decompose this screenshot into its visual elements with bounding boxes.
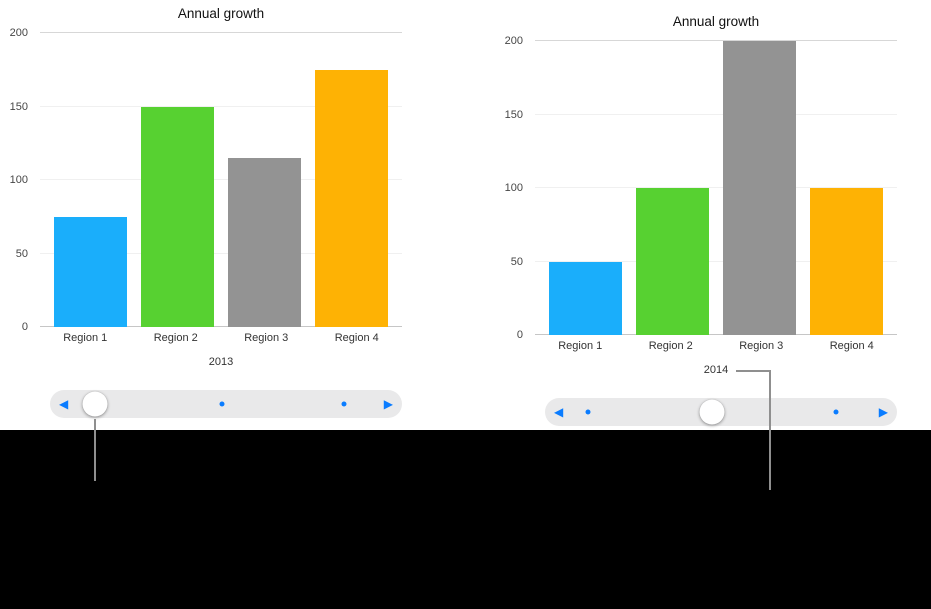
slider-page-dot[interactable] xyxy=(833,409,839,415)
callout-line-year-vertical xyxy=(769,370,771,490)
y-axis: 0 50 100 150 200 xyxy=(0,27,32,333)
plot-area xyxy=(40,32,402,327)
bar-region-2[interactable] xyxy=(140,106,215,327)
slider-knob[interactable] xyxy=(82,391,108,417)
y-tick-label: 100 xyxy=(504,182,523,194)
gridline xyxy=(40,179,402,180)
y-tick-label: 50 xyxy=(15,247,28,260)
callout-line-slider-knob xyxy=(94,419,96,481)
slider-page-dot[interactable] xyxy=(585,409,591,415)
y-tick-label: 150 xyxy=(9,100,28,113)
x-axis-labels: Region 1 Region 2 Region 3 Region 4 xyxy=(40,332,402,344)
callout-line-year-horizontal xyxy=(736,370,771,372)
y-tick-label: 200 xyxy=(504,35,523,47)
gridline xyxy=(40,32,402,33)
slider-next-icon[interactable]: ▶ xyxy=(878,404,888,419)
y-tick-label: 150 xyxy=(504,108,523,121)
plot-area xyxy=(535,40,897,335)
category-label: Region 3 xyxy=(244,332,289,344)
category-label: Region 1 xyxy=(558,340,603,352)
bar-region-1[interactable] xyxy=(548,261,623,335)
bar-slot xyxy=(221,33,308,327)
bar-region-3[interactable] xyxy=(722,41,797,335)
bar-region-4[interactable] xyxy=(314,69,389,327)
chart-title: Annual growth xyxy=(672,14,760,29)
x-axis-title: 2014 xyxy=(703,364,729,376)
category-label: Region 4 xyxy=(829,340,874,352)
y-tick-label: 200 xyxy=(9,27,28,39)
slider-track[interactable] xyxy=(50,390,402,418)
y-tick-label: 100 xyxy=(9,174,28,186)
chart-pager-slider[interactable]: ◀ ▶ xyxy=(545,398,897,426)
gridline xyxy=(535,113,897,115)
bar-slot xyxy=(716,41,803,335)
slider-track[interactable] xyxy=(545,398,897,426)
bars-group xyxy=(535,41,897,335)
bar-slot xyxy=(308,33,395,327)
bar-slot xyxy=(629,41,716,335)
gridline xyxy=(535,260,897,262)
y-tick-label: 50 xyxy=(510,255,523,268)
bar-slot xyxy=(803,41,890,335)
gridline xyxy=(535,40,897,41)
category-label: Region 3 xyxy=(739,340,784,352)
y-tick-label: 0 xyxy=(516,329,523,341)
category-label: Region 1 xyxy=(63,332,108,344)
gridline xyxy=(40,105,402,107)
chart-panel-2014: Annual growth 0 50 100 150 200 Region 1 Regio… xyxy=(495,8,931,428)
bar-slot xyxy=(134,33,221,327)
category-label: Region 2 xyxy=(648,340,693,352)
slider-next-icon[interactable]: ▶ xyxy=(383,396,393,411)
bar-region-2[interactable] xyxy=(635,188,710,335)
bar-region-1[interactable] xyxy=(53,216,128,327)
slider-prev-icon[interactable]: ◀ xyxy=(554,404,564,419)
bar-slot xyxy=(47,33,134,327)
gridline xyxy=(40,326,402,327)
chart-title: Annual growth xyxy=(177,6,265,21)
y-axis: 0 50 100 150 200 xyxy=(495,35,527,341)
bar-slot xyxy=(542,41,629,335)
slider-page-dot[interactable] xyxy=(341,401,347,407)
slider-page-dot[interactable] xyxy=(219,401,225,407)
x-axis-title: 2013 xyxy=(208,356,234,368)
chart-pager-slider[interactable]: ◀ ▶ xyxy=(50,390,402,418)
slider-prev-icon[interactable]: ◀ xyxy=(59,396,69,411)
gridline xyxy=(535,334,897,335)
chart-panel-2013: Annual growth 0 50 100 150 200 Region 1 Regio… xyxy=(0,0,465,420)
category-label: Region 4 xyxy=(334,332,379,344)
gridline xyxy=(40,252,402,254)
gridline xyxy=(535,187,897,188)
bars-group xyxy=(40,33,402,327)
caption-area xyxy=(0,430,931,609)
slider-knob[interactable] xyxy=(699,399,725,425)
x-axis-labels: Region 1 Region 2 Region 3 Region 4 xyxy=(535,340,897,352)
category-label: Region 2 xyxy=(153,332,198,344)
bar-region-3[interactable] xyxy=(227,157,302,327)
bar-region-4[interactable] xyxy=(809,188,884,335)
y-tick-label: 0 xyxy=(21,321,28,333)
